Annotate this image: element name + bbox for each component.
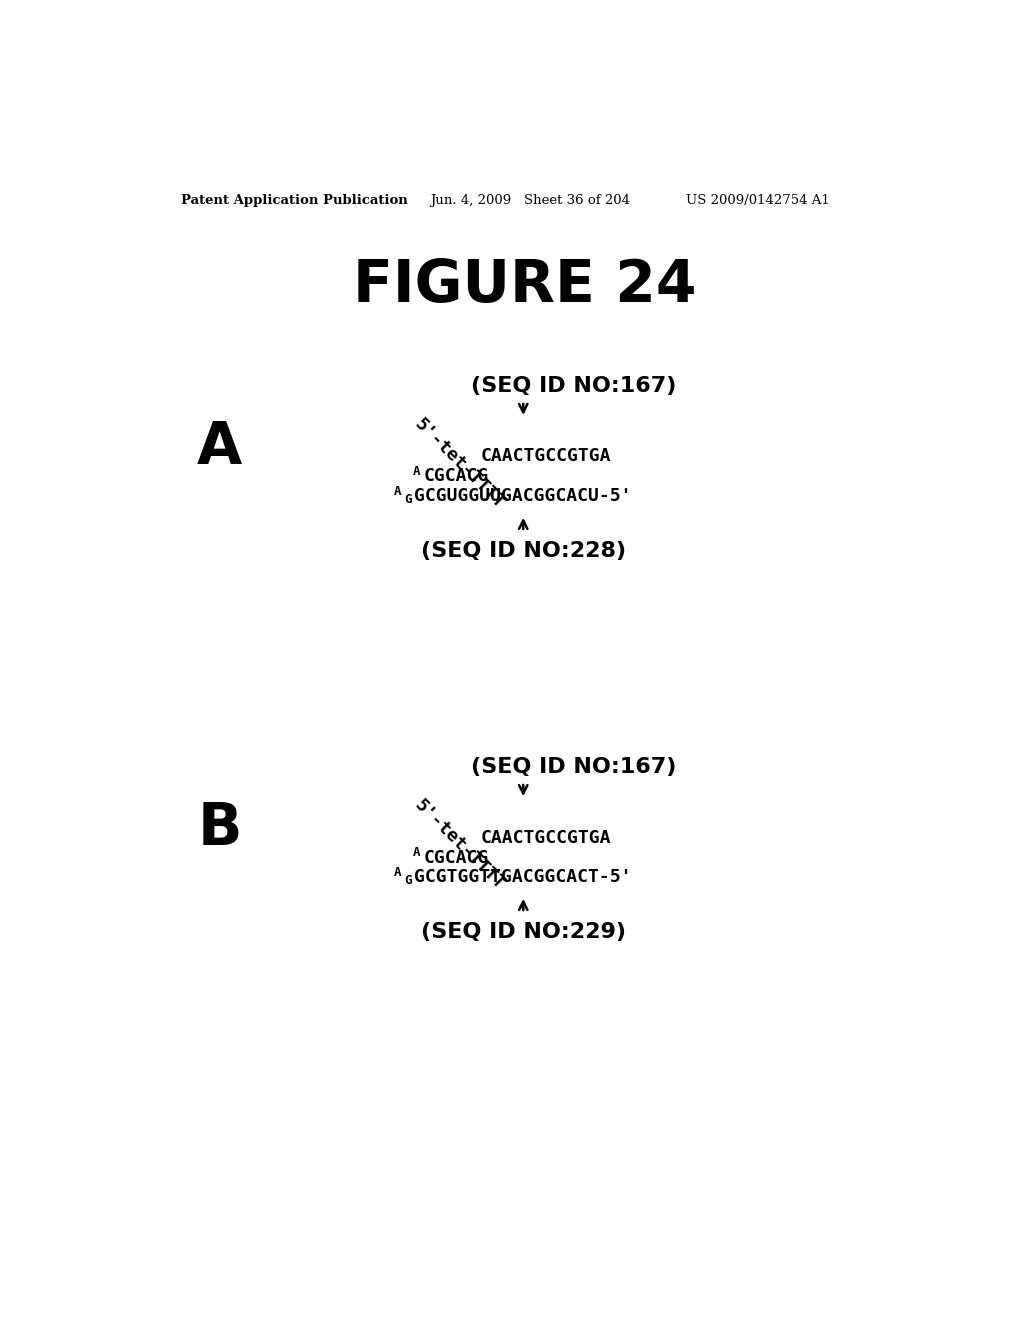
Text: FIGURE 24: FIGURE 24 — [353, 257, 696, 314]
Text: CAACTGCCGTGA: CAACTGCCGTGA — [480, 447, 611, 466]
Text: 5'-tet-TTTT: 5'-tet-TTTT — [411, 416, 508, 512]
Text: (SEQ ID NO:167): (SEQ ID NO:167) — [471, 756, 676, 776]
Text: 5'-tet-TTTT: 5'-tet-TTTT — [411, 796, 508, 894]
Text: A: A — [394, 484, 401, 498]
Text: B: B — [198, 800, 242, 857]
Text: GCGTGGTTGACGGCACT-5': GCGTGGTTGACGGCACT-5' — [414, 867, 632, 886]
Text: GCGUGGUUGACGGCACU-5': GCGUGGUUGACGGCACU-5' — [414, 487, 632, 504]
Text: (SEQ ID NO:229): (SEQ ID NO:229) — [421, 923, 626, 942]
Text: Jun. 4, 2009   Sheet 36 of 204: Jun. 4, 2009 Sheet 36 of 204 — [430, 194, 630, 207]
Text: G: G — [404, 492, 413, 506]
Text: A: A — [197, 418, 242, 475]
Text: A: A — [394, 866, 401, 879]
Text: CAACTGCCGTGA: CAACTGCCGTGA — [480, 829, 611, 846]
Text: (SEQ ID NO:167): (SEQ ID NO:167) — [471, 376, 676, 396]
Text: US 2009/0142754 A1: US 2009/0142754 A1 — [686, 194, 829, 207]
Text: G: G — [404, 874, 413, 887]
Text: A: A — [413, 846, 420, 859]
Text: CGCACG: CGCACG — [423, 467, 488, 486]
Text: CGCACG: CGCACG — [423, 849, 488, 866]
Text: A: A — [413, 465, 420, 478]
Text: Patent Application Publication: Patent Application Publication — [180, 194, 408, 207]
Text: (SEQ ID NO:228): (SEQ ID NO:228) — [421, 541, 626, 561]
